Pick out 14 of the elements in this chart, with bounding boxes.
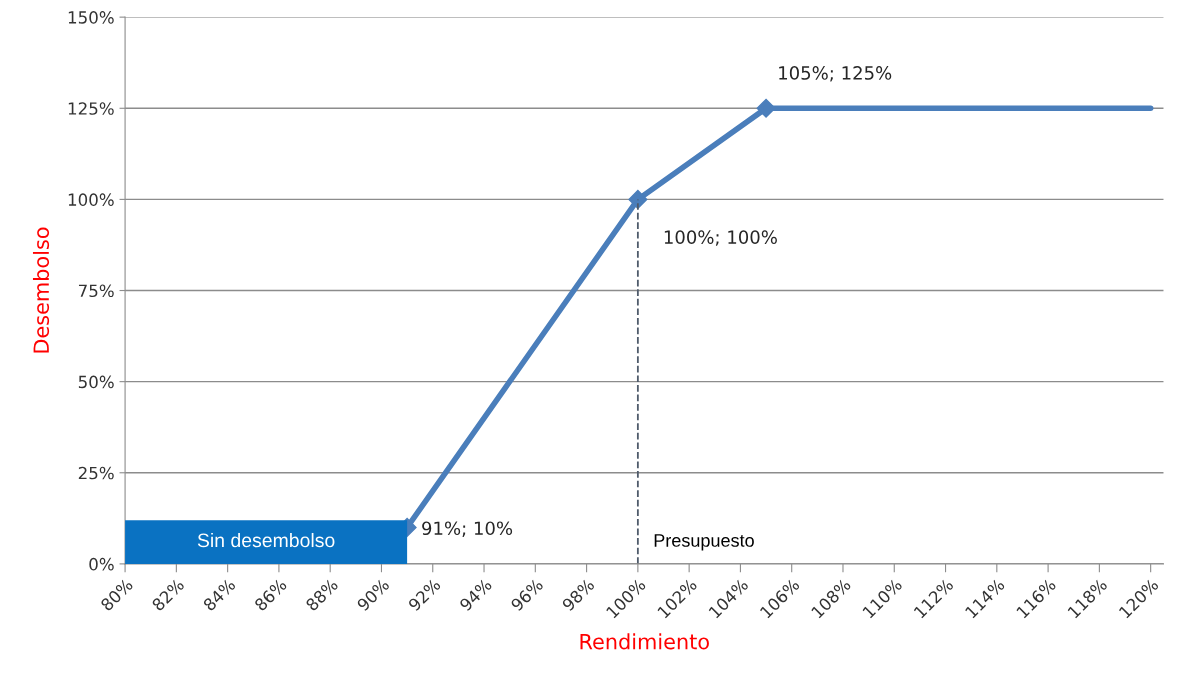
data-label: 105%; 125% (779, 66, 892, 82)
data-label: 91%; 10% (422, 521, 513, 537)
y-tick-label: 100% (68, 193, 114, 206)
y-axis-title: Desembolso (32, 227, 50, 353)
ref-line-label: Presupuesto (654, 534, 754, 551)
x-axis-title: Rendimiento (580, 633, 709, 650)
y-tick-label: 150% (68, 11, 114, 24)
data-label: 100%; 100% (664, 230, 777, 246)
y-tick-label: 50% (78, 375, 114, 389)
y-tick-label: 75% (78, 284, 114, 298)
y-tick-label: 0% (89, 557, 114, 571)
y-tick-label: 125% (68, 102, 114, 115)
y-tick-label: 25% (78, 466, 114, 480)
band-label: Sin desembolso (197, 532, 335, 548)
